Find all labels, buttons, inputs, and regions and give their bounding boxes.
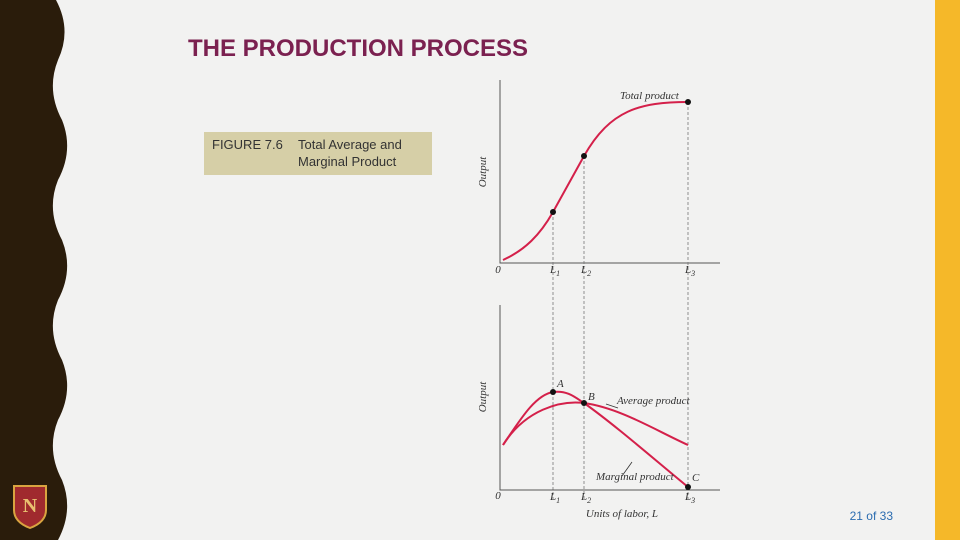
x-mark: L2 <box>580 264 591 278</box>
logo: N <box>13 485 47 530</box>
right-strip <box>935 0 960 540</box>
x-mark-sub: 2 <box>587 496 591 505</box>
point-label: B <box>588 391 595 403</box>
x-mark-letter: L <box>549 491 556 503</box>
origin-label: 0 <box>495 490 501 502</box>
caption-line: Marginal Product <box>298 154 397 169</box>
caption-line: Total Average and <box>298 137 402 152</box>
caption-box <box>204 132 432 175</box>
x-mark: L2 <box>580 491 591 505</box>
x-mark-sub: 1 <box>556 269 560 278</box>
x-mark-sub: 1 <box>556 496 560 505</box>
point-label: A <box>556 378 564 390</box>
x-mark-letter: L <box>684 491 691 503</box>
page-number: 21 of 33 <box>850 509 894 523</box>
top-graph: Total product Output 0 L1 L2 L3 <box>477 80 720 500</box>
logo-letter: N <box>23 495 38 517</box>
point-label: C <box>692 472 700 484</box>
x-mark-letter: L <box>580 264 587 276</box>
left-band <box>0 0 68 540</box>
bottom-graph: A B C Average product Marginal product O… <box>477 305 720 520</box>
origin-label: 0 <box>495 264 501 276</box>
figure-number: FIGURE 7.6 <box>212 137 283 152</box>
x-mark-letter: L <box>684 264 691 276</box>
x-mark: L1 <box>549 491 560 505</box>
curve-label: Total product <box>620 90 680 102</box>
x-mark-letter: L <box>549 264 556 276</box>
y-axis-label: Output <box>477 381 489 413</box>
slide-title: THE PRODUCTION PROCESS <box>188 35 528 62</box>
x-mark-sub: 3 <box>690 496 695 505</box>
x-mark-letter: L <box>580 491 587 503</box>
x-mark: L3 <box>684 491 695 505</box>
x-axis-label: Units of labor, L <box>586 508 658 520</box>
x-mark: L3 <box>684 264 695 278</box>
x-mark-sub: 3 <box>690 269 695 278</box>
x-mark-sub: 2 <box>587 269 591 278</box>
y-axis-label: Output <box>477 156 489 188</box>
curve-label: Marginal product <box>595 471 675 483</box>
curve-label: Average product <box>616 395 691 407</box>
x-mark: L1 <box>549 264 560 278</box>
